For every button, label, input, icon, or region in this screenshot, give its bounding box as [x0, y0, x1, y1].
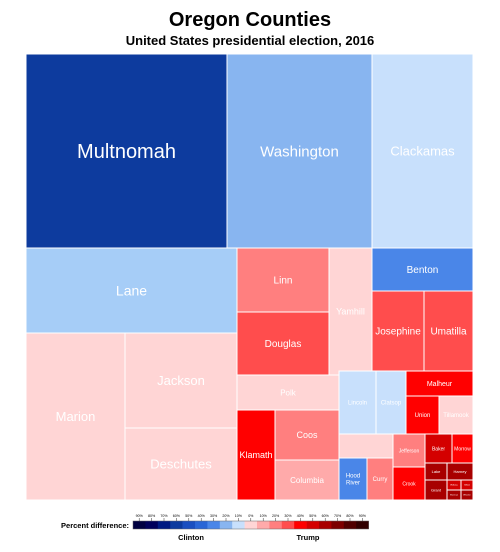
chart-title: Oregon Counties: [168, 9, 332, 31]
legend-swatch: [331, 521, 345, 529]
county-rect: [25, 332, 126, 501]
legend-tick-label: 70%: [160, 514, 168, 518]
county-rect: [124, 332, 238, 429]
legend-label: Percent difference:: [61, 521, 129, 530]
county-rect: [392, 433, 426, 468]
legend-trump-label: Trump: [297, 533, 320, 542]
county-rect: [405, 370, 474, 397]
legend-tick-label: 80%: [148, 514, 156, 518]
legend-tick-label: 60%: [322, 514, 330, 518]
legend-swatch: [244, 521, 258, 529]
legend-swatch: [170, 521, 183, 529]
county-rect: [438, 395, 474, 435]
legend-swatch: [182, 521, 196, 529]
legend-swatch: [306, 521, 320, 529]
legend-tick-label: 30%: [284, 514, 292, 518]
county-cell-marion: Marion: [25, 332, 126, 501]
legend-swatch: [319, 521, 332, 529]
county-rect: [366, 457, 394, 501]
county-cell-multnomah: Multnomah: [25, 53, 228, 249]
legend-tick-label: 80%: [346, 514, 354, 518]
legend-swatch: [343, 521, 357, 529]
legend-swatch: [294, 521, 307, 529]
county-rect: [124, 427, 238, 501]
legend-swatch: [257, 521, 270, 529]
legend-swatch: [356, 521, 369, 529]
county-rect: [226, 53, 373, 249]
legend-tick-label: 10%: [235, 514, 243, 518]
legend-tick-label: 0%: [248, 514, 254, 518]
legend-swatch: [281, 521, 295, 529]
legend-tick-label: 20%: [272, 514, 280, 518]
county-rect: [375, 370, 407, 435]
legend-tick-label: 90%: [136, 514, 144, 518]
legend-swatch: [195, 521, 208, 529]
legend-swatch: [219, 521, 233, 529]
legend-clinton-label: Clinton: [178, 533, 204, 542]
county-rect: [236, 409, 276, 501]
county-rect: [423, 290, 474, 372]
chart-subtitle: United States presidential election, 201…: [125, 33, 375, 48]
legend-tick-label: 50%: [309, 514, 317, 518]
county-cell-linn: Linn: [236, 247, 330, 313]
legend-tick-label: 20%: [222, 514, 230, 518]
county-cell-coos: Coos: [274, 409, 340, 461]
county-rect: [236, 311, 330, 376]
legend-tick-label: 40%: [297, 514, 305, 518]
legend-tick-label: 60%: [173, 514, 181, 518]
county-rect: [25, 247, 238, 334]
county-rect: [328, 247, 373, 376]
county-rect: [274, 409, 340, 461]
legend-tick-label: 70%: [334, 514, 342, 518]
legend-swatch: [157, 521, 171, 529]
county-rect: [236, 247, 330, 313]
legend-swatch: [207, 521, 221, 529]
county-rect: [371, 247, 474, 292]
legend-tick-label: 10%: [260, 514, 268, 518]
legend-tick-label: 90%: [359, 514, 367, 518]
legend-swatch: [145, 521, 159, 529]
legend-tick-label: 50%: [185, 514, 193, 518]
county-rect: [460, 489, 474, 501]
legend-swatch: [232, 521, 245, 529]
county-rect: [25, 53, 228, 249]
county-rect: [371, 53, 474, 249]
legend-swatch: [133, 521, 146, 529]
county-rect: [274, 459, 340, 501]
legend-tick-label: 30%: [210, 514, 218, 518]
legend-tick-label: 40%: [198, 514, 206, 518]
legend-swatch: [269, 521, 283, 529]
